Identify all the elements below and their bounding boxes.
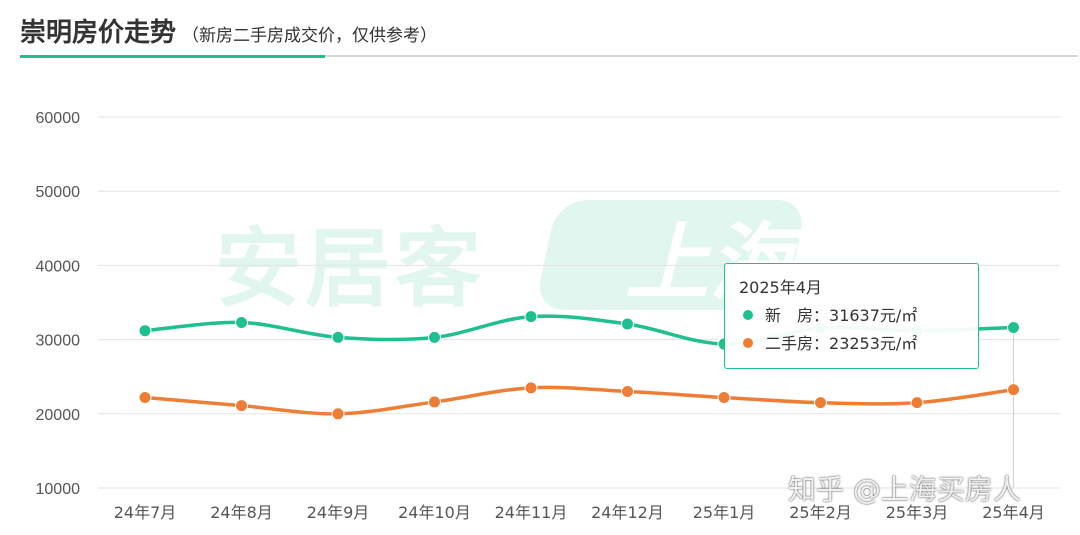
data-point-second[interactable] [138,390,152,404]
data-point-second[interactable] [524,381,538,395]
tooltip-dot-second [743,338,753,348]
tooltip-row-new: 新 房：31637元/㎡ [739,302,964,330]
tooltip-title: 2025年4月 [739,278,822,297]
x-tick-label: 25年3月 [886,503,949,522]
x-tick-label: 25年2月 [789,503,852,522]
chart-title: 崇明房价走势 [20,18,177,48]
header-accent-bar [20,55,325,58]
y-tick-label: 50000 [36,184,81,201]
x-tick-label: 24年8月 [210,503,273,522]
data-point-second[interactable] [910,396,924,410]
y-tick-label: 60000 [36,110,81,127]
anjuke-watermark: 安居客 上海 [215,200,805,319]
data-point-new[interactable] [621,317,634,331]
data-point-second[interactable] [331,407,345,421]
x-tick-label: 25年4月 [982,503,1045,522]
data-point-new[interactable] [138,324,152,338]
header-divider [20,55,1078,57]
chart-subtitle: （新房二手房成交价，仅供参考） [182,26,438,46]
data-tooltip: 2025年4月 新 房：31637元/㎡ 二手房：23253元/㎡ [724,263,979,369]
data-point-new[interactable] [331,330,345,344]
watermark-brand: 安居客 [215,219,485,319]
data-point-new[interactable] [428,330,441,344]
tooltip-value-second: 23253元/㎡ [829,334,918,353]
y-tick-label: 10000 [36,481,81,498]
data-point-second[interactable] [428,395,441,409]
chart-header: 崇明房价走势 （新房二手房成交价，仅供参考） [20,12,437,49]
data-point-second[interactable] [717,390,731,404]
tooltip-row-second: 二手房：23253元/㎡ [739,330,964,358]
series-line-second [143,385,1016,416]
tooltip-label-new: 新 房： [765,306,830,325]
data-point-second[interactable] [1007,383,1020,397]
data-point-second[interactable] [621,385,634,399]
x-tick-label: 24年11月 [495,503,568,522]
x-tick-label: 24年9月 [307,503,370,522]
x-axis-labels: 24年7月 24年8月 24年9月 24年10月 24年11月 24年12月 25年1月 25… [114,503,1045,522]
y-tick-label: 30000 [36,333,81,350]
data-point-second[interactable] [814,396,827,410]
grid-lines [98,116,1060,489]
tooltip-dot-new [743,310,753,320]
data-point-new[interactable] [235,316,248,330]
x-tick-label: 24年7月 [114,503,177,522]
tooltip-value-new: 31637元/㎡ [829,306,918,325]
tooltip-label-second: 二手房： [765,334,830,353]
data-point-new[interactable] [1007,320,1020,334]
y-axis-labels: 10000 20000 30000 40000 50000 60000 [36,110,81,498]
data-point-new[interactable] [524,310,538,324]
zhihu-watermark: 知乎 @上海买房人 [788,473,1021,506]
y-tick-label: 40000 [36,258,81,275]
x-tick-label: 24年12月 [591,503,664,522]
x-tick-label: 25年1月 [693,503,756,522]
y-tick-label: 20000 [36,407,81,424]
x-tick-label: 24年10月 [398,503,471,522]
data-point-second[interactable] [235,399,248,413]
